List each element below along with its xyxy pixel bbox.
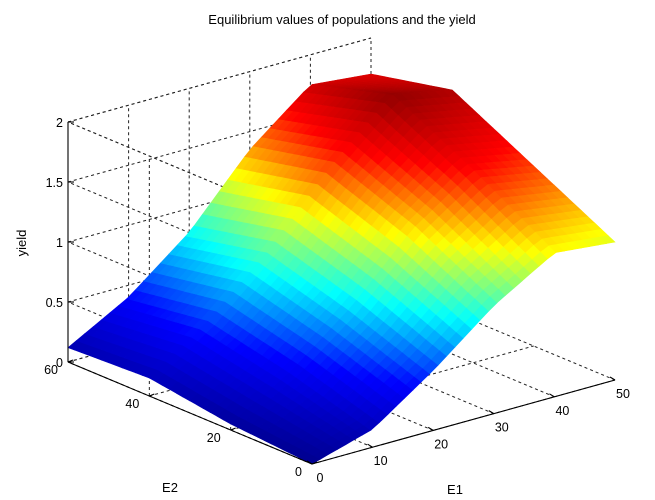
e2-tick-mark	[311, 461, 318, 465]
back-wall-gridline	[67, 97, 372, 183]
e1-tick-label: 50	[616, 387, 630, 401]
e1-tick-mark	[549, 393, 555, 398]
e1-tick-label: 20	[434, 437, 448, 451]
e1-tick-mark	[306, 460, 313, 465]
axis-layer	[67, 121, 616, 465]
e1-tick-label: 30	[495, 421, 509, 435]
yield-tick-label: 1	[56, 236, 63, 250]
y-axis-label: E2	[162, 480, 178, 495]
e1-tick-mark	[367, 443, 373, 448]
e2-tick-label: 60	[44, 363, 58, 377]
e2-tick-label: 40	[125, 397, 139, 411]
z-axis-label: yield	[14, 230, 29, 257]
surface-layer	[67, 73, 616, 465]
e2-tick-label: 20	[207, 431, 221, 445]
e1-tick-mark	[427, 426, 434, 431]
e1-tick-mark	[488, 410, 495, 415]
yield-tick-label: 0	[56, 356, 63, 370]
chart-title: Equilibrium values of populations and th…	[208, 12, 475, 27]
e1-tick-mark	[609, 376, 616, 381]
e1-tick-label: 40	[555, 404, 569, 418]
box-edge	[67, 37, 372, 123]
yield-tick-label: 0.5	[46, 296, 63, 310]
yield-tick-label: 1.5	[46, 176, 63, 190]
e2-tick-label: 0	[295, 465, 302, 479]
e1-tick-label: 0	[317, 471, 324, 485]
yield-tick-label: 2	[56, 116, 63, 130]
e2-tick-mark	[230, 427, 236, 431]
e2-tick-mark	[149, 393, 155, 397]
e2-axis-line	[67, 361, 313, 465]
floor-gridline	[370, 277, 616, 381]
surface-patch	[599, 235, 616, 244]
e1-axis-line	[311, 379, 616, 465]
e1-tick-label: 10	[374, 454, 388, 468]
x-axis-label: E1	[447, 482, 463, 497]
